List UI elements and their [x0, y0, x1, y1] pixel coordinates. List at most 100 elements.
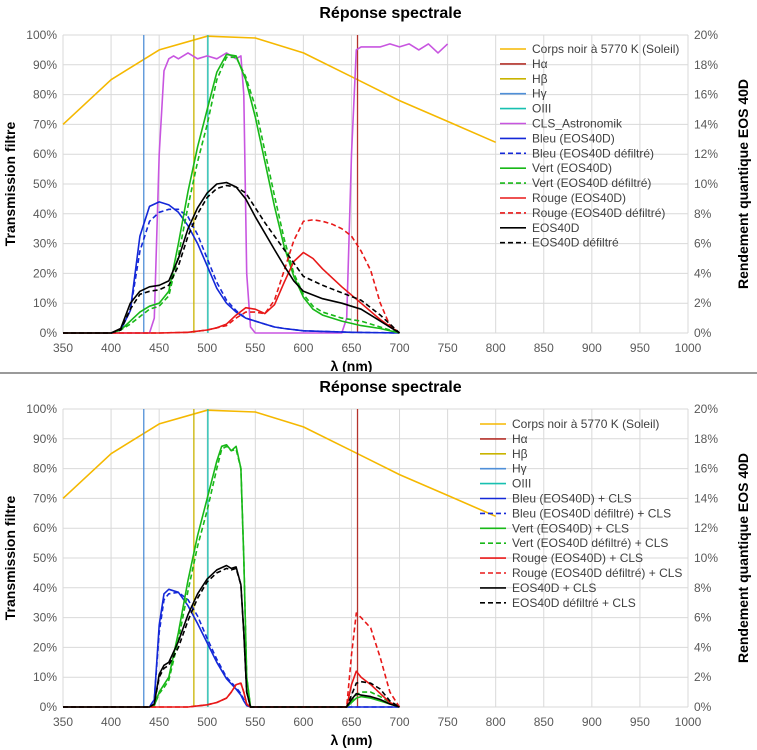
y2-tick-label: 0%: [694, 326, 712, 340]
legend-label: Vert (EOS40D défiltré): [532, 176, 651, 190]
y-tick-label: 40%: [33, 581, 57, 595]
legend-item: Bleu (EOS40D) + CLS: [480, 492, 632, 506]
legend-item: Vert (EOS40D défiltré) + CLS: [480, 536, 668, 550]
y2-tick-label: 16%: [694, 88, 718, 102]
y-tick-label: 30%: [33, 237, 57, 251]
y2-axis-label: Rendement quantique EOS 40D: [735, 453, 751, 663]
legend-label: Corps noir à 5770 K (Soleil): [532, 42, 679, 56]
legend-label: Rouge (EOS40D): [532, 191, 626, 205]
legend-item: Vert (EOS40D): [500, 161, 612, 175]
legend-label: Bleu (EOS40D défiltré): [532, 146, 654, 160]
series-rouge-eos40d-defiltre-line: [63, 219, 400, 334]
legend-item: Bleu (EOS40D défiltré): [500, 146, 654, 160]
y-axis-label: Transmission filtre: [2, 496, 18, 621]
x-tick-label: 850: [534, 715, 554, 729]
series-bleu-eos40d-line: [63, 201, 400, 334]
legend-label: EOS40D: [532, 221, 580, 235]
x-tick-label: 600: [293, 715, 313, 729]
legend-label: Hγ: [512, 462, 527, 476]
y-tick-label: 50%: [33, 551, 57, 565]
series-vert-eos40d-defiltre-cls-line: [63, 445, 400, 708]
x-tick-label: 450: [149, 341, 169, 355]
y2-tick-label: 12%: [694, 147, 718, 161]
y2-tick-label: 0%: [694, 700, 712, 714]
series-group: [62, 409, 497, 708]
x-tick-label: 400: [101, 341, 121, 355]
legend-label: EOS40D + CLS: [512, 581, 596, 595]
legend-label: Bleu (EOS40D défiltré) + CLS: [512, 506, 671, 520]
series-corps-noir-a-5770-k-soleil-line: [62, 409, 497, 518]
x-tick-label: 500: [197, 715, 217, 729]
y2-tick-label: 6%: [694, 611, 712, 625]
legend-item: Vert (EOS40D défiltré): [500, 176, 651, 190]
x-tick-label: 500: [197, 341, 217, 355]
y2-tick-label: 8%: [694, 581, 712, 595]
x-tick-label: 900: [582, 341, 602, 355]
legend-item: Hα: [480, 432, 528, 446]
chart-panel-1: Réponse spectrale 350 400 450 500 550 600 650 70…: [2, 5, 751, 374]
y2-tick-label: 4%: [694, 640, 712, 654]
legend-label: Rouge (EOS40D défiltré): [532, 206, 665, 220]
legend-item: EOS40D: [500, 221, 580, 235]
legend-label: Vert (EOS40D défiltré) + CLS: [512, 536, 668, 550]
y-tick-label: 0%: [40, 326, 58, 340]
series-bleu-eos40d-defiltre-line: [63, 208, 400, 334]
x-tick-label: 900: [582, 715, 602, 729]
y-tick-label: 60%: [33, 147, 57, 161]
legend-item: Rouge (EOS40D défiltré): [500, 206, 665, 220]
y-tick-label: 60%: [33, 521, 57, 535]
x-tick-label: 650: [341, 715, 361, 729]
x-tick-label: 450: [149, 715, 169, 729]
y-tick-label: 30%: [33, 611, 57, 625]
y-tick-label: 40%: [33, 207, 57, 221]
series-cls-astronomik-line: [63, 43, 449, 334]
series-bleu-eos40d-cls-line: [63, 588, 400, 708]
y-tick-label: 80%: [33, 462, 57, 476]
legend-item: OIII: [480, 477, 531, 491]
y2-tick-label: 10%: [694, 177, 718, 191]
y2-tick-label: 20%: [694, 28, 718, 42]
x-tick-label: 800: [486, 715, 506, 729]
legend-label: OIII: [532, 102, 551, 116]
legend-label: EOS40D défiltré + CLS: [512, 596, 636, 610]
legend-item: Hβ: [480, 447, 528, 461]
series-eos40d-defiltre-cls-line: [63, 567, 400, 708]
x-tick-label: 800: [486, 341, 506, 355]
x-axis-label: λ (nm): [330, 358, 372, 374]
series-rouge-eos40d-defiltre-cls-line: [63, 612, 401, 708]
y2-tick-label: 20%: [694, 402, 718, 416]
y-tick-label: 20%: [33, 640, 57, 654]
chart-panel-2: Réponse spectrale 350 400 450 500 550 600 650 70…: [2, 379, 751, 748]
series-eos40d-line: [63, 181, 400, 334]
legend-item: Hγ: [480, 462, 527, 476]
y-tick-label: 10%: [33, 670, 57, 684]
legend-item: Corps noir à 5770 K (Soleil): [480, 417, 659, 431]
y-axis-label: Transmission filtre: [2, 122, 18, 247]
legend-label: Rouge (EOS40D défiltré) + CLS: [512, 566, 682, 580]
x-tick-label: 850: [534, 341, 554, 355]
x-tick-label: 400: [101, 715, 121, 729]
y2-tick-label: 8%: [694, 207, 712, 221]
y2-tick-label: 14%: [694, 491, 718, 505]
y2-tick-label: 14%: [694, 117, 718, 131]
series-vert-eos40d-defiltre-line: [63, 56, 400, 334]
series-vert-eos40d-cls-line: [63, 443, 400, 708]
legend-label: Hβ: [512, 447, 528, 461]
x-tick-label: 600: [293, 341, 313, 355]
y-tick-label: 50%: [33, 177, 57, 191]
legend-item: EOS40D + CLS: [480, 581, 596, 595]
y2-tick-label: 2%: [694, 670, 712, 684]
legend-item: EOS40D défiltré: [500, 236, 619, 250]
legend-label: Bleu (EOS40D): [532, 131, 615, 145]
y2-tick-label: 6%: [694, 237, 712, 251]
x-tick-label: 950: [630, 715, 650, 729]
series-vert-eos40d-line: [63, 53, 400, 334]
legend-item: Hγ: [500, 87, 547, 101]
x-tick-label: 1000: [675, 715, 702, 729]
y-tick-label: 100%: [26, 402, 57, 416]
y-tick-label: 80%: [33, 88, 57, 102]
gridlines: [62, 34, 689, 334]
y-tick-label: 70%: [33, 117, 57, 131]
gridlines: [62, 408, 689, 708]
y-tick-label: 70%: [33, 491, 57, 505]
